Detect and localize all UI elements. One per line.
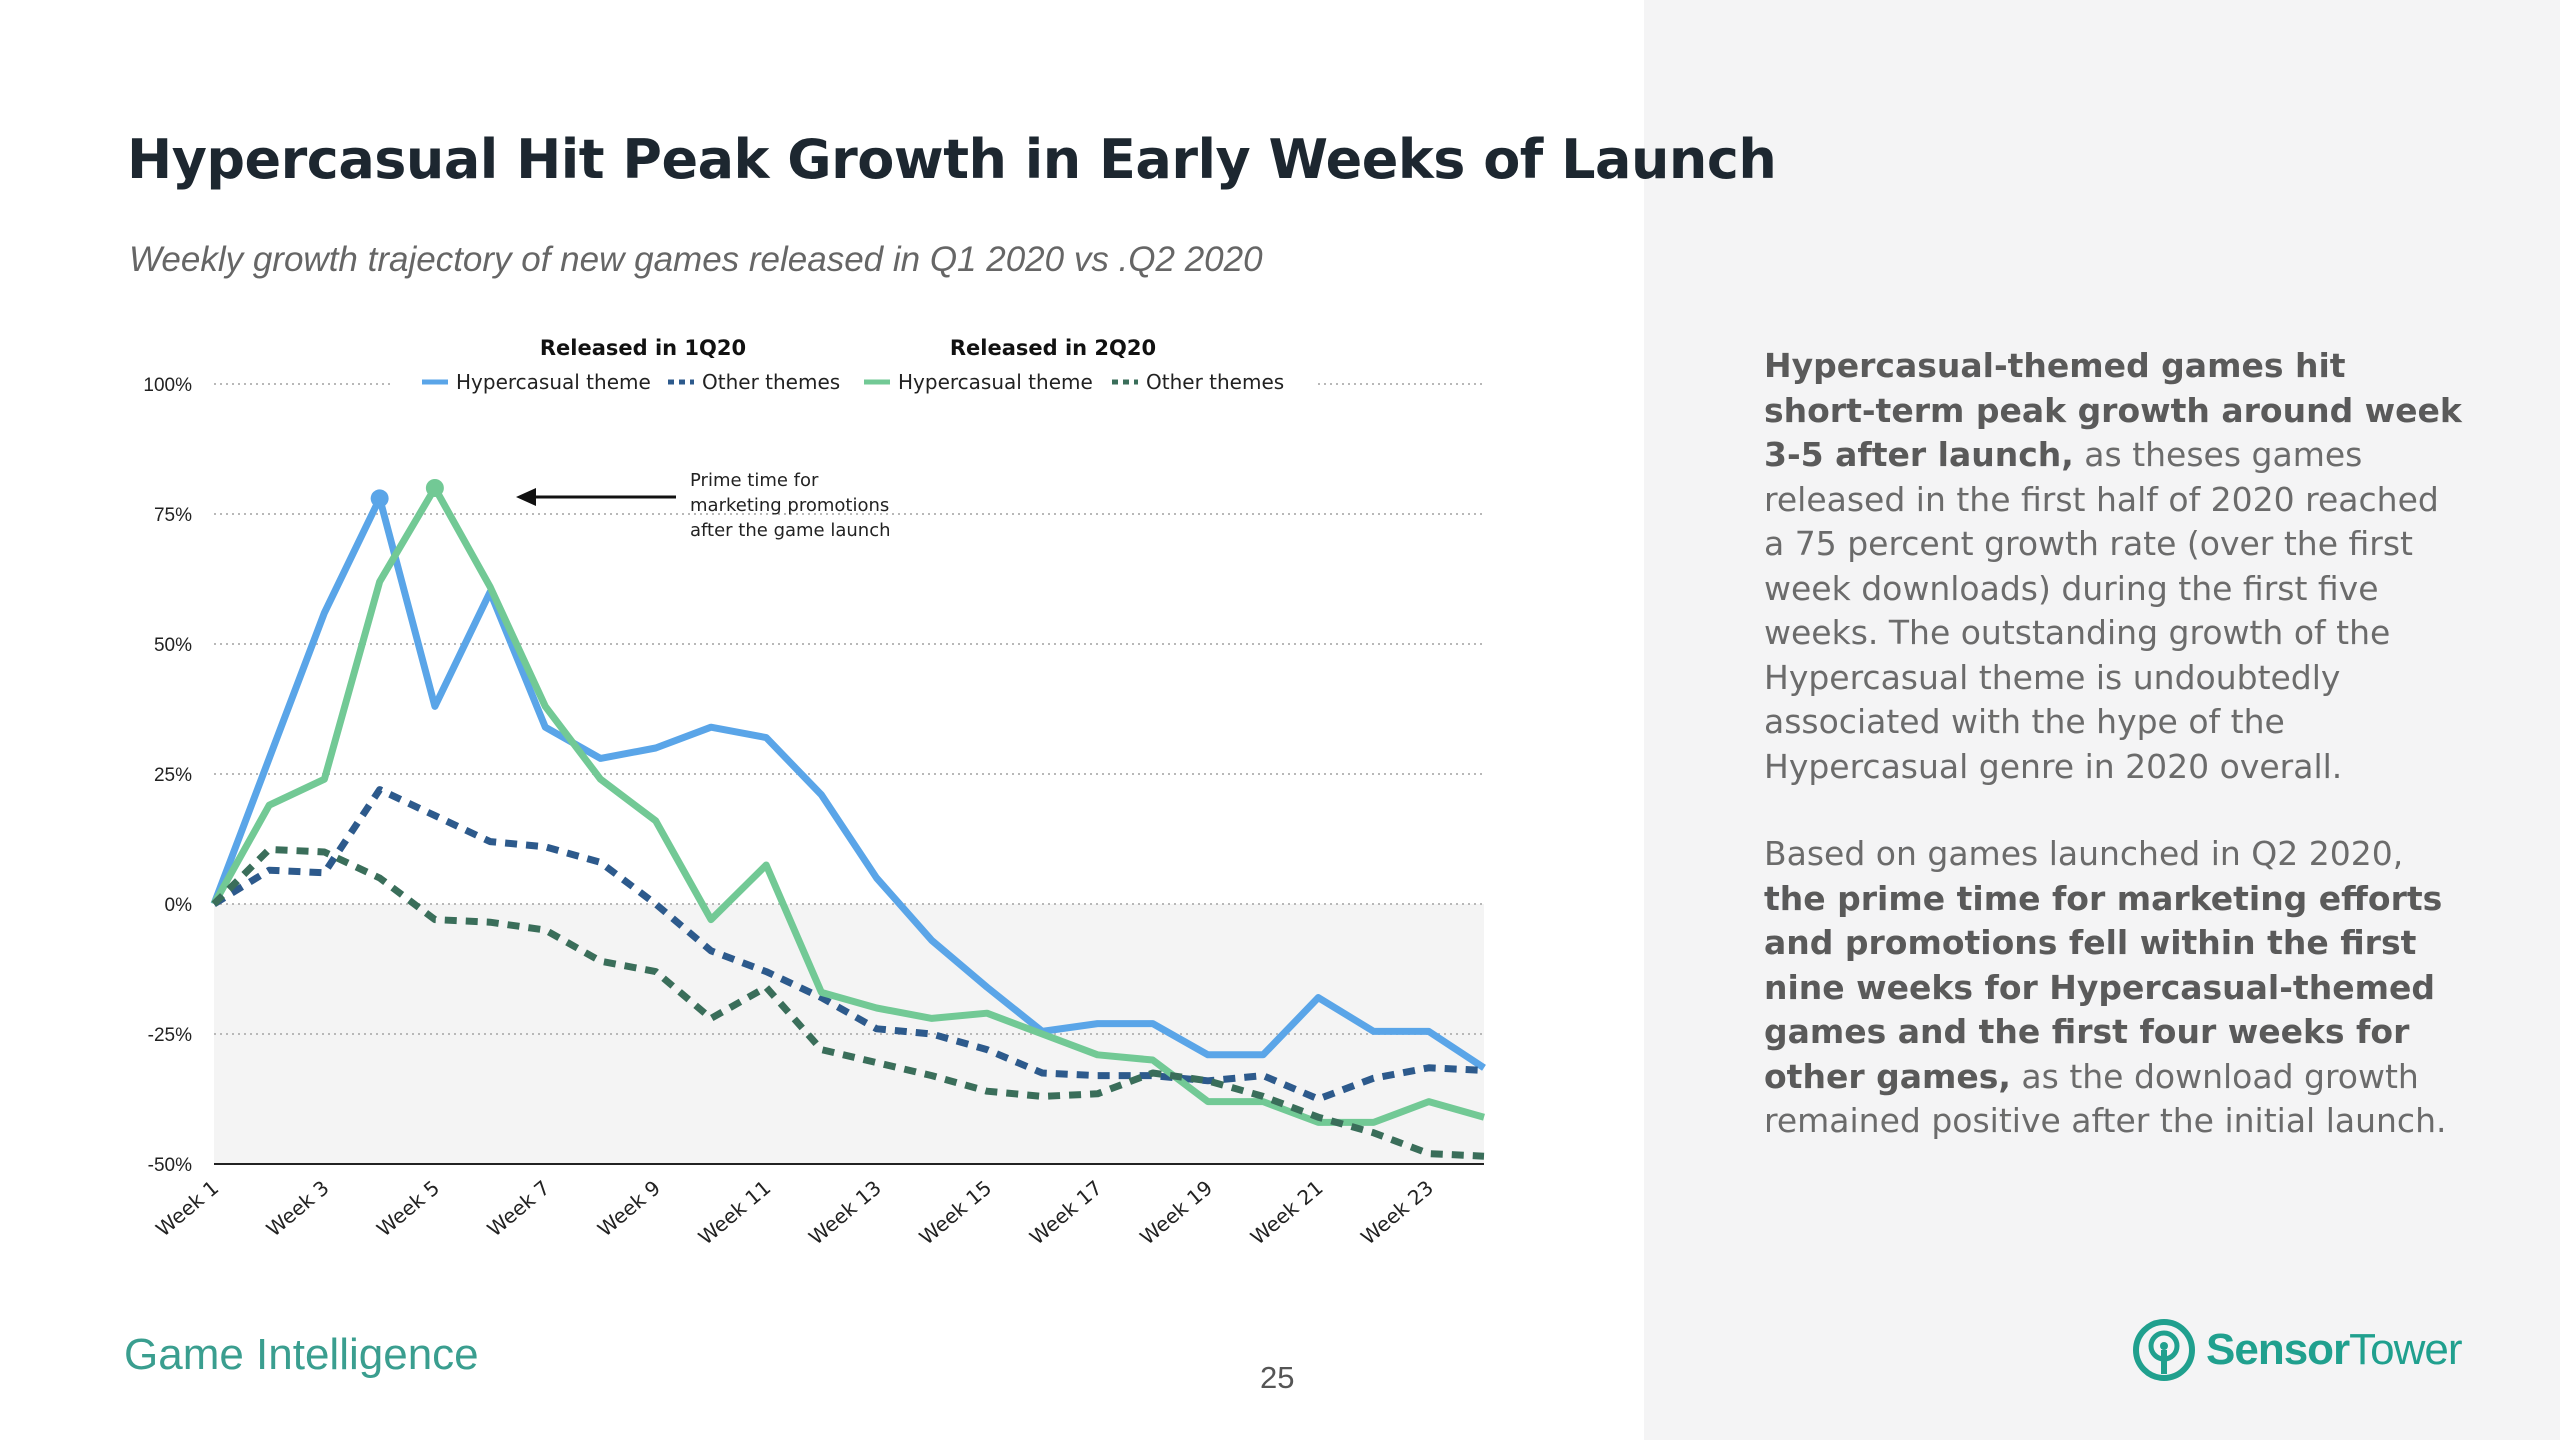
y-tick-label: 25%: [154, 765, 192, 786]
logo-text-light: Tower: [2349, 1325, 2462, 1374]
legend-label-1: Other themes: [702, 370, 840, 394]
commentary-panel: [1644, 0, 2560, 1440]
peak-marker-2: [425, 479, 444, 497]
commentary-2-start: Based on games launched in Q2 2020,: [1764, 834, 2404, 873]
series-line-3: [211, 845, 1485, 1160]
x-tick-label: Week 13: [804, 1175, 886, 1249]
x-tick-label: Week 3: [262, 1175, 334, 1241]
y-tick-label: 100%: [143, 375, 192, 396]
x-tick-label: Week 23: [1356, 1175, 1438, 1249]
annotation-text: after the game launch: [690, 520, 891, 541]
legend-label-2: Hypercasual theme: [898, 370, 1093, 394]
x-tick-label: Week 7: [482, 1175, 554, 1241]
page-title: Hypercasual Hit Peak Growth in Early Wee…: [127, 128, 1777, 191]
y-tick-label: 50%: [154, 635, 192, 656]
legend-group-title: Released in 2Q20: [950, 336, 1156, 360]
sensor-tower-logo: SensorTower: [2132, 1318, 2463, 1382]
x-tick-label: Week 17: [1025, 1175, 1107, 1249]
logo-text-strong: Sensor: [2206, 1325, 2350, 1374]
y-tick-label: -50%: [148, 1155, 192, 1176]
x-tick-label: Week 11: [694, 1175, 776, 1249]
commentary-2-bold: the prime time for marketing efforts and…: [1764, 878, 2443, 1096]
annotation-text: marketing promotions: [690, 495, 889, 516]
annotation-text: Prime time for: [690, 470, 819, 491]
page-number: 25: [1260, 1360, 1295, 1395]
x-tick-label: Week 9: [593, 1175, 665, 1241]
y-tick-label: -25%: [148, 1025, 192, 1046]
commentary-paragraph-1: Hypercasual-themed games hit short-term …: [1764, 344, 2464, 789]
legend-background: [392, 366, 1314, 396]
peak-marker-0: [370, 489, 389, 508]
legend-label-0: Hypercasual theme: [456, 370, 651, 394]
commentary-1-text: as theses games released in the first ha…: [1764, 435, 2439, 786]
series-line-2: [210, 484, 1485, 1126]
series-line-1: [212, 786, 1485, 1103]
commentary-paragraph-2: Based on games launched in Q2 2020, the …: [1764, 832, 2464, 1144]
commentary-1-bold: Hypercasual-themed games hit short-term …: [1764, 346, 2462, 474]
legend-label-3: Other themes: [1146, 370, 1284, 394]
x-tick-label: Week 19: [1135, 1175, 1217, 1249]
annotation-arrowhead: [516, 488, 536, 506]
series-line-0: [210, 494, 1486, 1071]
x-tick-label: Week 15: [914, 1175, 996, 1249]
negative-region-shade: [214, 904, 1484, 1164]
y-tick-label: 75%: [154, 505, 192, 526]
sensor-tower-icon: [2133, 1319, 2195, 1381]
logo-text: SensorTower: [2206, 1325, 2463, 1375]
growth-line-chart: 100% 75% 50% 25% 0% -25% -50%Week 1 Week 3 Week …: [143, 336, 1486, 1250]
slide-main: [0, 0, 1644, 1440]
x-tick-label: Week 1: [151, 1175, 223, 1241]
section-label: Game Intelligence: [124, 1330, 479, 1379]
x-tick-label: Week 5: [372, 1175, 444, 1241]
legend-group-title: Released in 1Q20: [540, 336, 746, 360]
commentary-2-text: as the download growth remained positive…: [1764, 1056, 2447, 1141]
y-tick-label: 0%: [165, 895, 193, 916]
x-tick-label: Week 21: [1246, 1175, 1328, 1249]
page-subtitle: Weekly growth trajectory of new games re…: [129, 240, 1263, 279]
